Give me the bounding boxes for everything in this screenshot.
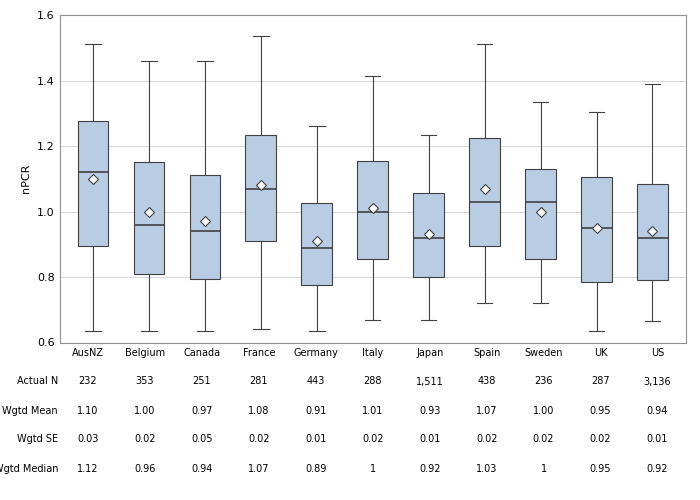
Text: 1.12: 1.12 xyxy=(77,464,99,473)
PathPatch shape xyxy=(134,162,164,274)
Text: France: France xyxy=(243,348,275,358)
Text: 1.01: 1.01 xyxy=(362,406,384,415)
Text: Actual N: Actual N xyxy=(17,376,58,386)
Text: 0.02: 0.02 xyxy=(362,434,384,444)
Text: 0.94: 0.94 xyxy=(191,464,213,473)
PathPatch shape xyxy=(358,160,388,259)
Text: 443: 443 xyxy=(307,376,325,386)
Text: Canada: Canada xyxy=(183,348,220,358)
Text: Wgtd Mean: Wgtd Mean xyxy=(3,406,58,415)
PathPatch shape xyxy=(637,184,668,280)
Text: 353: 353 xyxy=(136,376,154,386)
Text: 236: 236 xyxy=(534,376,553,386)
Text: 0.05: 0.05 xyxy=(191,434,213,444)
PathPatch shape xyxy=(246,134,276,241)
Text: AusNZ: AusNZ xyxy=(72,348,104,358)
Text: Sweden: Sweden xyxy=(524,348,563,358)
Text: 1.08: 1.08 xyxy=(248,406,270,415)
Text: 0.03: 0.03 xyxy=(77,434,99,444)
Text: 0.94: 0.94 xyxy=(647,406,668,415)
Text: 1.07: 1.07 xyxy=(476,406,498,415)
Text: Italy: Italy xyxy=(362,348,384,358)
Text: 438: 438 xyxy=(477,376,496,386)
Text: 0.02: 0.02 xyxy=(248,434,270,444)
Text: 1.00: 1.00 xyxy=(533,406,554,415)
Text: 0.02: 0.02 xyxy=(476,434,498,444)
Text: 0.97: 0.97 xyxy=(191,406,213,415)
Text: 1: 1 xyxy=(370,464,376,473)
Text: 1.03: 1.03 xyxy=(476,464,497,473)
Text: 232: 232 xyxy=(78,376,97,386)
Text: 0.01: 0.01 xyxy=(419,434,440,444)
Text: 288: 288 xyxy=(363,376,382,386)
PathPatch shape xyxy=(525,169,556,259)
Text: 0.96: 0.96 xyxy=(134,464,155,473)
Text: Belgium: Belgium xyxy=(125,348,165,358)
Text: 0.02: 0.02 xyxy=(590,434,611,444)
PathPatch shape xyxy=(581,177,612,282)
Text: 0.91: 0.91 xyxy=(305,406,326,415)
Text: 1.00: 1.00 xyxy=(134,406,155,415)
Text: 1: 1 xyxy=(540,464,547,473)
PathPatch shape xyxy=(78,122,108,246)
Text: 287: 287 xyxy=(592,376,610,386)
PathPatch shape xyxy=(190,176,220,279)
Text: 0.93: 0.93 xyxy=(419,406,440,415)
Text: Wgtd SE: Wgtd SE xyxy=(17,434,58,444)
Text: 0.89: 0.89 xyxy=(305,464,326,473)
Text: US: US xyxy=(651,348,664,358)
Text: 1.07: 1.07 xyxy=(248,464,270,473)
Text: 251: 251 xyxy=(193,376,211,386)
Text: UK: UK xyxy=(594,348,608,358)
Text: 0.02: 0.02 xyxy=(533,434,554,444)
Text: 0.01: 0.01 xyxy=(647,434,668,444)
Text: 0.95: 0.95 xyxy=(590,464,611,473)
Text: 0.02: 0.02 xyxy=(134,434,155,444)
Text: 0.92: 0.92 xyxy=(647,464,668,473)
Text: 0.95: 0.95 xyxy=(590,406,611,415)
Text: Japan: Japan xyxy=(416,348,443,358)
Text: Wgtd Median: Wgtd Median xyxy=(0,464,58,473)
Text: Germany: Germany xyxy=(293,348,338,358)
PathPatch shape xyxy=(469,138,500,246)
Text: 281: 281 xyxy=(250,376,268,386)
PathPatch shape xyxy=(302,204,332,285)
Text: 0.92: 0.92 xyxy=(419,464,440,473)
Y-axis label: nPCR: nPCR xyxy=(21,164,32,194)
Text: 0.01: 0.01 xyxy=(305,434,326,444)
Text: Spain: Spain xyxy=(473,348,500,358)
Text: 3,136: 3,136 xyxy=(644,376,671,386)
Text: 1,511: 1,511 xyxy=(416,376,444,386)
PathPatch shape xyxy=(413,194,444,277)
Text: 1.10: 1.10 xyxy=(77,406,99,415)
